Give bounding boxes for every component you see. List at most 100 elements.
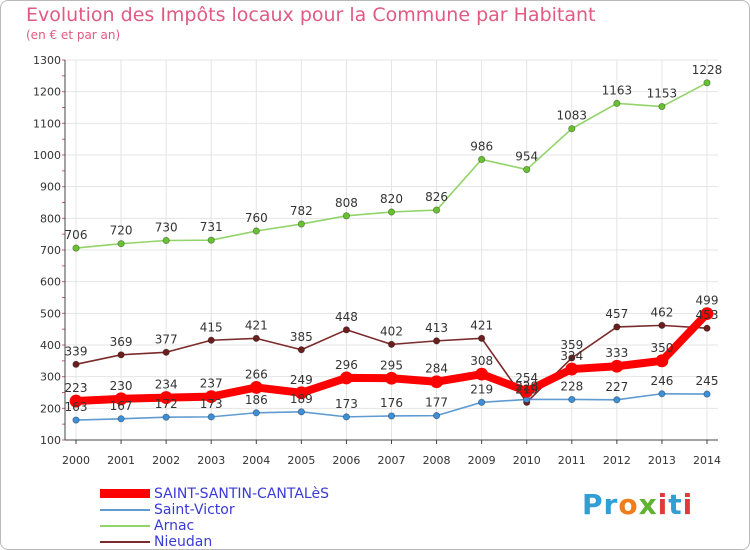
data-label: 254 — [515, 371, 538, 385]
data-point — [72, 360, 80, 368]
data-point — [703, 324, 711, 332]
data-point — [342, 212, 351, 220]
y-tick-label: 600 — [40, 276, 61, 289]
legend-swatch-nieudan — [100, 541, 150, 543]
x-tick-label: 2012 — [603, 454, 631, 467]
data-point — [565, 362, 579, 376]
data-label: 189 — [290, 392, 313, 406]
data-point — [207, 336, 215, 344]
y-tick-label: 100 — [40, 434, 61, 447]
data-point — [252, 227, 260, 235]
data-label: 228 — [515, 379, 538, 393]
data-label: 296 — [335, 358, 358, 372]
y-tick-label: 200 — [40, 402, 61, 415]
legend-swatch-arnac — [100, 525, 150, 527]
data-label: 369 — [110, 335, 133, 349]
data-point — [69, 394, 83, 408]
data-label: 173 — [200, 397, 223, 411]
legend-label-nieudan: Nieudan — [154, 534, 213, 550]
data-label: 186 — [245, 393, 268, 407]
data-point — [520, 384, 534, 398]
data-point — [523, 165, 531, 174]
x-tick-label: 2010 — [513, 454, 541, 467]
data-label: 350 — [650, 341, 673, 355]
data-label: 359 — [560, 338, 583, 352]
data-point — [430, 375, 443, 389]
data-point — [610, 359, 624, 373]
data-label: 176 — [380, 396, 403, 410]
data-point — [478, 398, 486, 406]
data-label: 1153 — [647, 87, 678, 101]
data-point — [387, 208, 396, 216]
data-label: 163 — [65, 400, 88, 414]
data-label: 413 — [425, 321, 448, 335]
data-label: 385 — [290, 330, 313, 344]
legend-label-saint-santin: SAINT-SANTIN-CANTALèS — [154, 486, 329, 502]
data-label: 462 — [650, 305, 673, 319]
x-tick-label: 2006 — [332, 454, 360, 467]
data-label: 820 — [380, 192, 403, 206]
data-label: 245 — [696, 374, 719, 388]
y-tick-label: 800 — [40, 212, 61, 225]
data-point — [72, 416, 80, 424]
y-tick-label: 900 — [40, 181, 61, 194]
data-point — [342, 326, 351, 334]
data-label: 377 — [155, 332, 178, 346]
data-label: 234 — [155, 378, 178, 392]
data-label: 954 — [515, 150, 538, 164]
data-label: 1083 — [557, 109, 588, 123]
axes: 100 200 300 400 500 600 700 800 900 1000 1100 1200 1… — [33, 54, 721, 467]
data-point — [613, 99, 621, 107]
legend-swatch-saint-victor — [100, 509, 150, 511]
legend-label-arnac: Arnac — [154, 518, 195, 534]
data-point — [297, 220, 305, 228]
chart-title: Evolution des Impôts locaux pour la Comm… — [26, 4, 596, 26]
data-point — [700, 307, 714, 321]
data-label: 284 — [425, 362, 448, 376]
data-label: 706 — [65, 228, 88, 242]
x-tick-label: 2007 — [378, 454, 406, 467]
x-tick-label: 2000 — [62, 454, 90, 467]
data-label: 826 — [425, 190, 448, 204]
data-label: 324 — [560, 349, 583, 363]
legend-label-saint-victor: Saint-Victor — [154, 502, 235, 518]
data-label: 230 — [110, 379, 133, 393]
data-point — [252, 409, 260, 417]
data-point — [252, 334, 260, 342]
data-label: 246 — [650, 374, 673, 388]
data-label: 457 — [605, 307, 628, 321]
data-label: 421 — [470, 318, 493, 332]
x-tick-label: 2003 — [197, 454, 225, 467]
data-label: 219 — [470, 382, 493, 396]
x-tick-label: 2001 — [107, 454, 135, 467]
data-point — [387, 412, 396, 420]
data-point — [162, 348, 170, 356]
data-point — [568, 125, 576, 133]
data-point — [568, 395, 576, 404]
data-label: 448 — [335, 310, 358, 324]
data-label: 173 — [335, 397, 358, 411]
x-tick-label: 2011 — [558, 454, 586, 467]
y-tick-label: 500 — [40, 307, 61, 320]
data-point — [432, 206, 441, 214]
data-label: 415 — [200, 320, 223, 334]
data-label: 249 — [290, 373, 313, 387]
data-label: 499 — [696, 294, 719, 308]
data-point — [117, 240, 125, 248]
legend-swatch-saint-santin — [100, 489, 150, 498]
proxiti-logo: Proxiti — [582, 488, 694, 521]
data-label: 730 — [155, 221, 178, 235]
y-tick-label: 400 — [40, 339, 61, 352]
data-label: 402 — [380, 324, 403, 338]
data-label: 986 — [470, 139, 493, 153]
y-tick-label: 300 — [40, 371, 61, 384]
data-label: 731 — [200, 220, 223, 234]
data-label: 720 — [110, 224, 133, 238]
data-label: 266 — [245, 367, 268, 381]
data-label: 808 — [335, 196, 358, 210]
y-tick-label: 1300 — [33, 54, 61, 67]
x-tick-label: 2009 — [468, 454, 496, 467]
data-point — [658, 102, 666, 111]
data-point — [613, 323, 621, 331]
data-point — [72, 244, 80, 252]
